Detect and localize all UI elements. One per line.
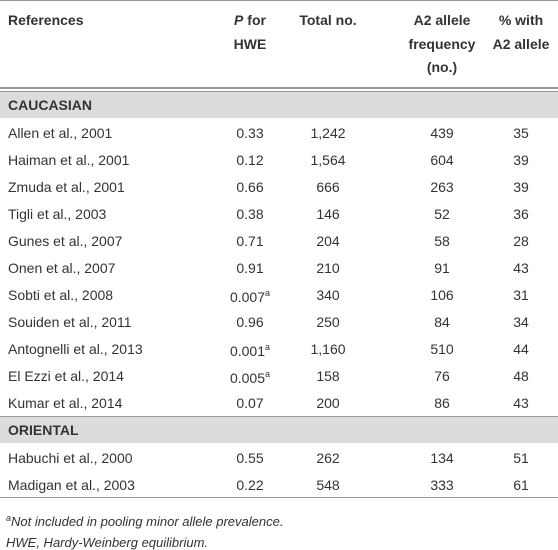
cell: 48	[513, 368, 529, 384]
cell: 0.33	[236, 125, 264, 141]
cell: 0.55	[236, 450, 264, 466]
cell: 0.38	[236, 206, 264, 222]
footnote: HWE, Hardy-Weinberg equilibrium.	[6, 534, 208, 550]
cell: 31	[513, 287, 529, 303]
cell: Madigan et al., 2003	[8, 477, 135, 493]
cell: 1,242	[310, 125, 346, 141]
cell: Onen et al., 2007	[8, 260, 116, 276]
cell: 0.96	[236, 314, 264, 330]
bottom-rule	[0, 497, 558, 498]
cell: 43	[513, 260, 529, 276]
cell: Souiden et al., 2011	[8, 314, 132, 330]
cell: Sobti et al., 2008	[8, 287, 114, 303]
header-cell: HWE	[233, 36, 267, 52]
cell: 548	[316, 477, 340, 493]
cell: 52	[434, 206, 450, 222]
cell: 28	[513, 233, 529, 249]
header-cell: (no.)	[426, 59, 458, 75]
cell: 0.12	[236, 152, 264, 168]
footnote: aNot included in pooling minor allele pr…	[6, 509, 283, 531]
cell: 91	[434, 260, 450, 276]
footnote-text: Not included in pooling minor allele pre…	[11, 514, 284, 530]
footnote-mark: a	[265, 288, 271, 299]
cell: 86	[434, 395, 450, 411]
cell: 1,160	[310, 341, 346, 357]
cell: 35	[513, 125, 529, 141]
cell: 263	[430, 179, 454, 195]
footnote-mark: a	[265, 342, 271, 353]
section-band	[0, 91, 558, 118]
cell: 0.66	[236, 179, 264, 195]
header-cell: % with	[498, 12, 544, 28]
cell: 0.71	[236, 233, 264, 249]
section-title: CAUCASIAN	[8, 97, 92, 113]
section-title: ORIENTAL	[8, 422, 79, 438]
cell: 134	[430, 450, 454, 466]
top-rule	[0, 0, 558, 1]
cell: 44	[513, 341, 529, 357]
cell: Antognelli et al., 2013	[8, 341, 143, 357]
cell: 0.001a	[230, 338, 270, 360]
cell: 106	[430, 287, 454, 303]
section-rule	[0, 91, 558, 92]
cell: 210	[316, 260, 340, 276]
cell: El Ezzi et al., 2014	[8, 368, 124, 384]
cell: 0.005a	[230, 365, 270, 387]
cell: 340	[316, 287, 340, 303]
cell: 61	[513, 477, 529, 493]
cell: 604	[430, 152, 454, 168]
cell: Allen et al., 2001	[8, 125, 113, 141]
cell: 76	[434, 368, 450, 384]
cell: 250	[316, 314, 340, 330]
cell: 200	[316, 395, 340, 411]
header-cell: frequency	[408, 36, 476, 52]
cell: 204	[316, 233, 340, 249]
section-band	[0, 416, 558, 443]
cell: 84	[434, 314, 450, 330]
cell: 0.007a	[230, 284, 270, 306]
cell: Tigli et al., 2003	[8, 206, 107, 222]
cell: 333	[430, 477, 454, 493]
cell-value: 0.005	[229, 369, 266, 386]
footnote-mark: a	[265, 369, 271, 380]
cell: 39	[513, 179, 529, 195]
cell: 666	[316, 179, 340, 195]
cell: Gunes et al., 2007	[8, 233, 123, 249]
header-cell: References	[8, 12, 84, 28]
header-cell: A2 allele	[492, 36, 550, 52]
cell: 146	[316, 206, 340, 222]
header-cell: A2 allele	[413, 12, 471, 28]
cell: 51	[513, 450, 529, 466]
footnote-text: HWE, Hardy-Weinberg equilibrium.	[6, 535, 209, 550]
cell: Kumar et al., 2014	[8, 395, 123, 411]
cell: 0.91	[236, 260, 264, 276]
cell: 34	[513, 314, 529, 330]
cell: 510	[430, 341, 454, 357]
cell: 439	[430, 125, 454, 141]
footnote-mark: a	[6, 512, 12, 523]
header-text: for	[247, 12, 266, 28]
cell: 0.22	[236, 477, 264, 493]
cell: 158	[316, 368, 340, 384]
cell: 0.07	[236, 395, 264, 411]
header-cell: Total no.	[299, 12, 357, 28]
cell: 262	[316, 450, 340, 466]
cell: 43	[513, 395, 529, 411]
cell: Haiman et al., 2001	[8, 152, 130, 168]
cell: 39	[513, 152, 529, 168]
cell: 1,564	[310, 152, 346, 168]
section-rule	[0, 416, 558, 417]
header-italic: P	[234, 12, 244, 28]
cell: Habuchi et al., 2000	[8, 450, 133, 466]
header-cell: P for	[234, 11, 266, 29]
cell-value: 0.001	[229, 342, 266, 359]
cell-value: 0.007	[229, 288, 266, 305]
header-rule	[0, 87, 558, 89]
cell: 58	[434, 233, 450, 249]
cell: 36	[513, 206, 529, 222]
cell: Zmuda et al., 2001	[8, 179, 125, 195]
